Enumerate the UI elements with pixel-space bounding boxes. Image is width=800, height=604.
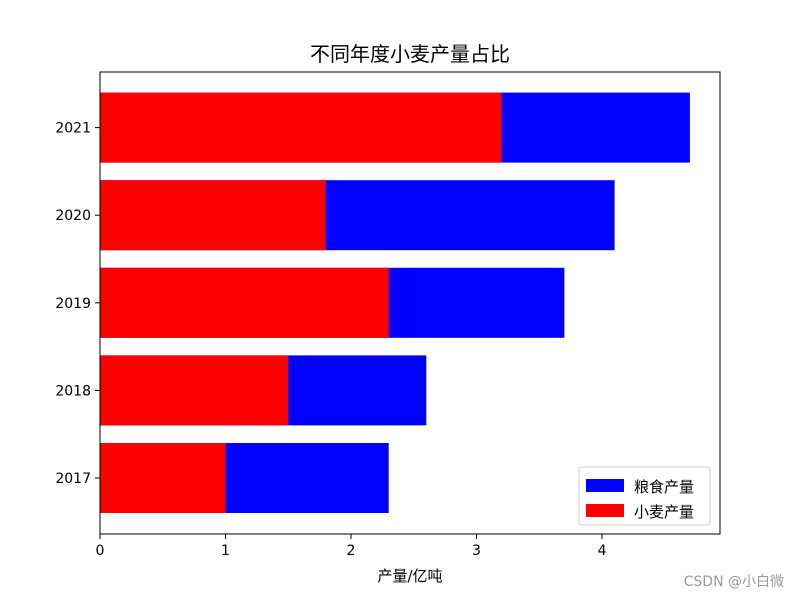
bar-wheat-2021 bbox=[100, 92, 502, 163]
y-axis: 2017 2018 2019 2020 2021 bbox=[55, 121, 100, 487]
bars-layer bbox=[100, 92, 690, 513]
y-tick-label-2021: 2021 bbox=[55, 121, 91, 137]
bar-wheat-2019 bbox=[100, 267, 389, 338]
watermark: CSDN @小白微 bbox=[683, 574, 784, 590]
x-axis: 0 1 2 3 4 bbox=[96, 534, 607, 559]
y-tick-label-2019: 2019 bbox=[55, 296, 91, 312]
legend: 粮食产量 小麦产量 bbox=[578, 466, 711, 526]
x-axis-label: 产量/亿吨 bbox=[377, 567, 442, 585]
bar-wheat-2020 bbox=[100, 180, 326, 251]
bar-wheat-2018 bbox=[100, 355, 289, 426]
chart-title: 不同年度小麦产量占比 bbox=[310, 42, 510, 66]
x-tick-label-0: 0 bbox=[96, 543, 105, 559]
bar-wheat-2017 bbox=[100, 443, 226, 513]
y-tick-label-2018: 2018 bbox=[55, 383, 91, 399]
x-tick-label-4: 4 bbox=[598, 543, 607, 559]
x-tick-label-1: 1 bbox=[221, 543, 230, 559]
legend-label-wheat: 小麦产量 bbox=[634, 503, 694, 521]
legend-label-grain: 粮食产量 bbox=[634, 478, 694, 496]
y-tick-label-2017: 2017 bbox=[55, 471, 91, 487]
y-tick-label-2020: 2020 bbox=[55, 208, 91, 224]
x-tick-label-2: 2 bbox=[347, 543, 356, 559]
x-tick-label-3: 3 bbox=[472, 543, 481, 559]
legend-swatch-grain bbox=[586, 479, 624, 492]
legend-swatch-wheat bbox=[586, 504, 624, 517]
